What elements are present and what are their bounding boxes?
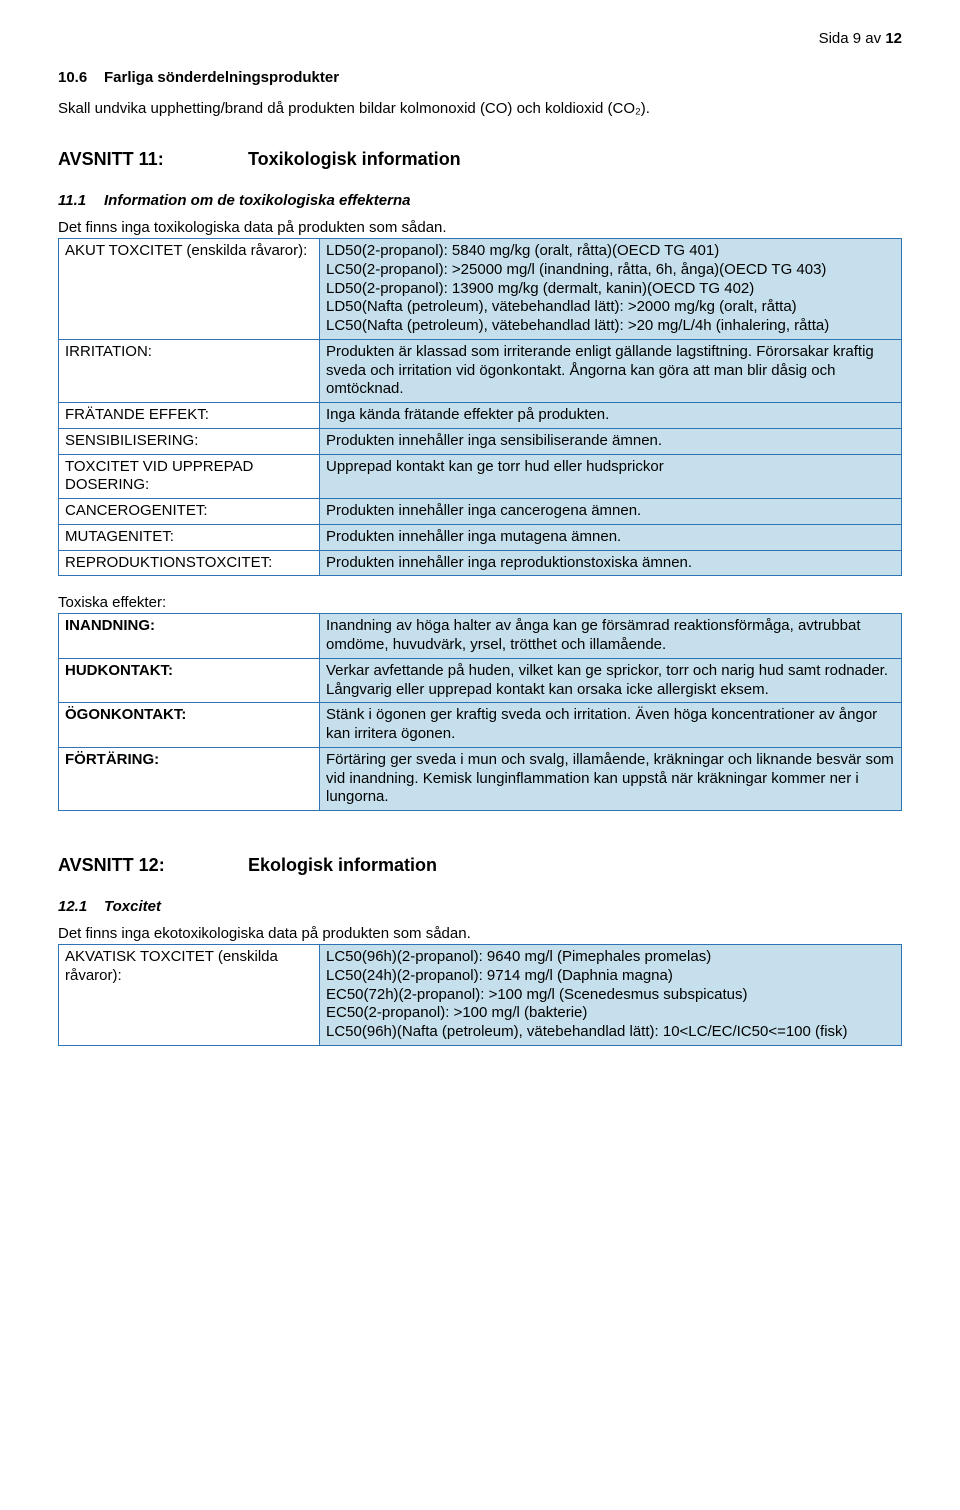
tox-key: CANCEROGENITET: (59, 499, 320, 525)
table-row: INANDNING: Inandning av höga halter av å… (59, 614, 902, 659)
tox-val: LD50(2-propanol): 5840 mg/kg (oralt, råt… (320, 239, 902, 340)
tox-key: TOXCITET VID UPPREPAD DOSERING: (59, 454, 320, 499)
tox-key: FRÄTANDE EFFEKT: (59, 403, 320, 429)
subheading-text: Information om de toxikologiska effekter… (104, 192, 410, 209)
subheading-number: 11.1 (58, 192, 104, 209)
page-number: Sida 9 av 12 (58, 30, 902, 47)
tox-key: SENSIBILISERING: (59, 428, 320, 454)
eco-key: AKVATISK TOXCITET (enskilda råvaror): (59, 945, 320, 1046)
effects-val: Stänk i ögonen ger kraftig sveda och irr… (320, 703, 902, 748)
table-row: IRRITATION: Produkten är klassad som irr… (59, 339, 902, 402)
avsnitt-12-row: AVSNITT 12: Ekologisk information (58, 855, 902, 876)
avsnitt-11-label: AVSNITT 11: (58, 149, 248, 170)
table-row: HUDKONTAKT: Verkar avfettande på huden, … (59, 658, 902, 703)
heading-text: Farliga sönderdelningsprodukter (104, 69, 339, 86)
avsnitt-12-label: AVSNITT 12: (58, 855, 248, 876)
avsnitt-11-row: AVSNITT 11: Toxikologisk information (58, 149, 902, 170)
document-page: Sida 9 av 12 10.6 Farliga sönderdelnings… (0, 0, 960, 1086)
page-number-total: 12 (885, 30, 902, 47)
effects-key: HUDKONTAKT: (59, 658, 320, 703)
effects-val: Inandning av höga halter av ånga kan ge … (320, 614, 902, 659)
table-row: AKUT TOXCITET (enskilda råvaror): LD50(2… (59, 239, 902, 340)
heading-10-6: 10.6 Farliga sönderdelningsprodukter (58, 69, 902, 86)
tox-key: REPRODUKTIONSTOXCITET: (59, 550, 320, 576)
avsnitt-11-title: Toxikologisk information (248, 149, 461, 170)
table-row: REPRODUKTIONSTOXCITET: Produkten innehål… (59, 550, 902, 576)
effects-val: Förtäring ger sveda i mun och svalg, ill… (320, 747, 902, 810)
tox-key: AKUT TOXCITET (enskilda råvaror): (59, 239, 320, 340)
tox-val: Produkten är klassad som irriterande enl… (320, 339, 902, 402)
eco-val: LC50(96h)(2-propanol): 9640 mg/l (Pimeph… (320, 945, 902, 1046)
heading-12-1: 12.1 Toxcitet (58, 898, 902, 915)
tox-val: Upprepad kontakt kan ge torr hud eller h… (320, 454, 902, 499)
table-row: FRÄTANDE EFFEKT: Inga kända frätande eff… (59, 403, 902, 429)
table-row: MUTAGENITET: Produkten innehåller inga m… (59, 524, 902, 550)
toxic-effects-table: INANDNING: Inandning av höga halter av å… (58, 613, 902, 811)
section-11-1-lead: Det finns inga toxikologiska data på pro… (58, 219, 902, 236)
tox-val: Inga kända frätande effekter på produkte… (320, 403, 902, 429)
table-row: ÖGONKONTAKT: Stänk i ögonen ger kraftig … (59, 703, 902, 748)
page-number-text: Sida 9 av (819, 30, 886, 47)
table-row: FÖRTÄRING: Förtäring ger sveda i mun och… (59, 747, 902, 810)
effects-key: INANDNING: (59, 614, 320, 659)
toxic-effects-header: Toxiska effekter: (58, 594, 902, 611)
table-row: SENSIBILISERING: Produkten innehåller in… (59, 428, 902, 454)
heading-11-1: 11.1 Information om de toxikologiska eff… (58, 192, 902, 209)
tox-key: IRRITATION: (59, 339, 320, 402)
table-row: TOXCITET VID UPPREPAD DOSERING: Upprepad… (59, 454, 902, 499)
toxicology-table: AKUT TOXCITET (enskilda råvaror): LD50(2… (58, 238, 902, 576)
tox-val: Produkten innehåller inga reproduktionst… (320, 550, 902, 576)
tox-val: Produkten innehåller inga mutagena ämnen… (320, 524, 902, 550)
effects-val: Verkar avfettande på huden, vilket kan g… (320, 658, 902, 703)
table-row: CANCEROGENITET: Produkten innehåller ing… (59, 499, 902, 525)
tox-val: Produkten innehåller inga cancerogena äm… (320, 499, 902, 525)
tox-key: MUTAGENITET: (59, 524, 320, 550)
ecology-table: AKVATISK TOXCITET (enskilda råvaror): LC… (58, 944, 902, 1046)
subheading-text: Toxcitet (104, 898, 161, 915)
tox-val: Produkten innehåller inga sensibiliseran… (320, 428, 902, 454)
table-row: AKVATISK TOXCITET (enskilda råvaror): LC… (59, 945, 902, 1046)
section-10-6-body: Skall undvika upphetting/brand då produk… (58, 100, 902, 117)
heading-number: 10.6 (58, 69, 104, 86)
section-12-1-lead: Det finns inga ekotoxikologiska data på … (58, 925, 902, 942)
effects-key: FÖRTÄRING: (59, 747, 320, 810)
avsnitt-12-title: Ekologisk information (248, 855, 437, 876)
effects-key: ÖGONKONTAKT: (59, 703, 320, 748)
subheading-number: 12.1 (58, 898, 104, 915)
